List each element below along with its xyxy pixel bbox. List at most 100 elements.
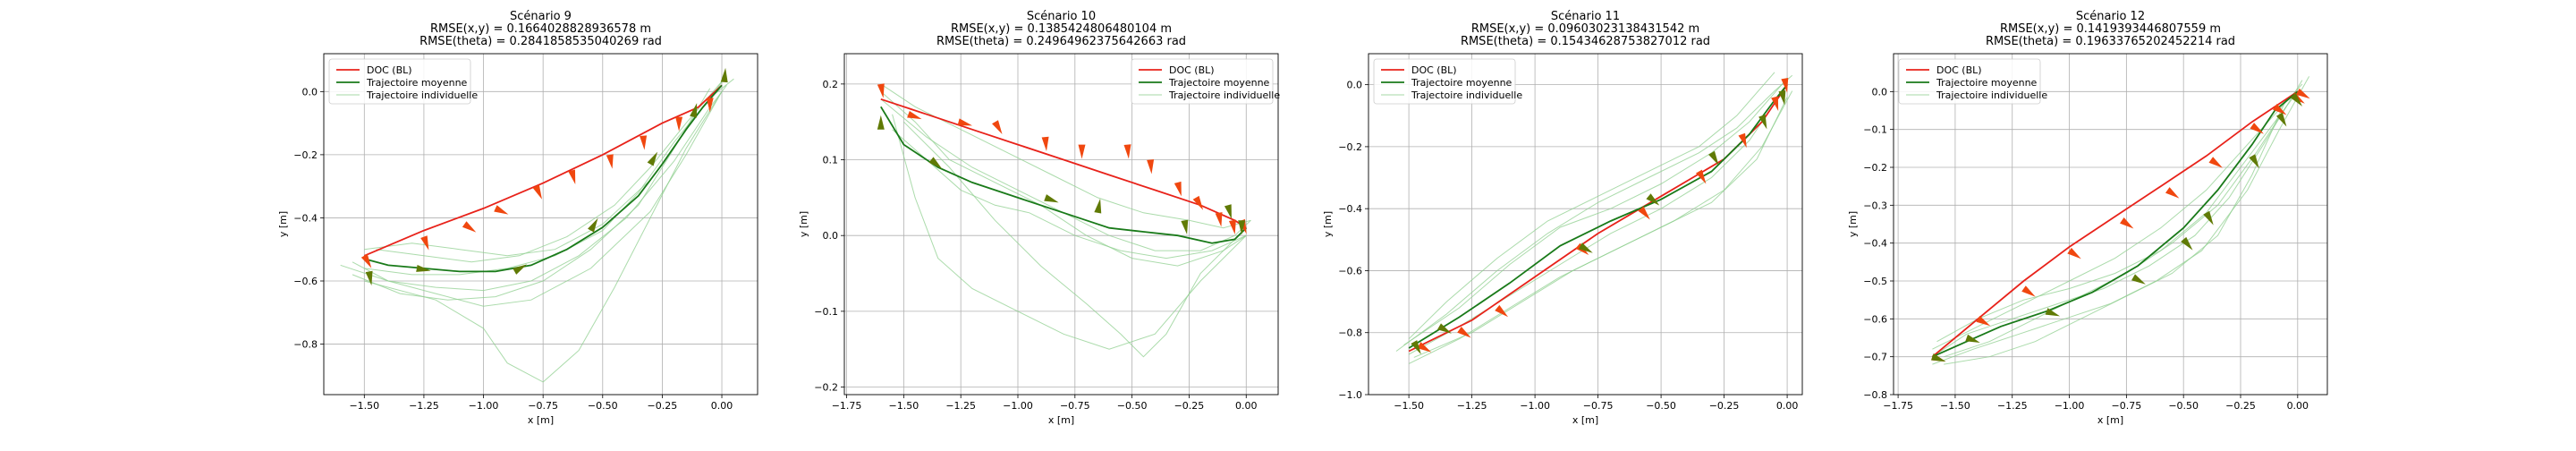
- plot-area: [340, 67, 734, 383]
- doc-orientation-arrow: [2273, 104, 2287, 115]
- individual-trajectory-line: [903, 121, 1247, 358]
- legend-box: [1373, 58, 1516, 105]
- legend-label-individual: Trajectoire individuelle: [1168, 89, 1280, 101]
- mean-trajectory-line: [1932, 90, 2299, 358]
- x-axis-label: x [m]: [1048, 414, 1074, 426]
- y-tick-label: −0.2: [293, 149, 318, 161]
- chart-panel-2: −1.75 −1.50 −1.25 −1.00 −0.75 −0.50 −0.25 0.00 0…: [798, 10, 1280, 426]
- doc-orientation-arrow: [1781, 78, 1789, 93]
- legend-label-mean: Trajectoire moyenne: [1936, 77, 2038, 89]
- axes-frame: [843, 53, 1279, 396]
- mean-orientation-arrow: [647, 151, 658, 166]
- y-tick-label: −0.6: [1338, 265, 1362, 277]
- doc-orientation-arrow: [877, 83, 885, 98]
- x-tick-label: −0.25: [648, 400, 678, 412]
- doc-orientation-arrow: [675, 116, 683, 132]
- doc-orientation-arrow: [1417, 342, 1432, 353]
- mean-orientation-arrow: [2131, 274, 2146, 285]
- individual-trajectory-line: [892, 114, 1247, 350]
- x-tick-label: −1.00: [1003, 400, 1033, 412]
- mean-orientation-arrow: [690, 103, 698, 118]
- x-axis-label: x [m]: [528, 414, 554, 426]
- y-tick-label: −0.7: [1863, 352, 1887, 363]
- mean-orientation-arrow: [1044, 194, 1059, 203]
- individual-trajectory-line: [340, 84, 727, 292]
- y-axis-label: y [m]: [1322, 211, 1334, 237]
- doc-orientation-arrow: [494, 205, 509, 215]
- individual-trajectory-line: [892, 129, 1247, 260]
- doc-orientation-arrow: [1976, 315, 1991, 327]
- individual-trajectory-line: [1944, 106, 2287, 358]
- y-tick-label: 0.2: [823, 79, 839, 90]
- chart-title-line: RMSE(theta) = 0.2841858535040269 rad: [419, 35, 662, 48]
- individual-trajectory-line: [364, 78, 734, 276]
- x-tick-label: −1.75: [1883, 400, 1913, 412]
- mean-orientation-arrow: [1437, 323, 1452, 334]
- doc-orientation-arrow: [992, 120, 1003, 135]
- individual-trajectory-line: [1403, 78, 1788, 346]
- legend-box: [328, 58, 471, 105]
- mean-orientation-arrow: [588, 217, 598, 233]
- mean-orientation-arrow: [2181, 236, 2193, 251]
- doc-trajectory-line: [363, 84, 723, 257]
- individual-trajectory-line: [376, 75, 727, 263]
- mean-orientation-arrow: [2203, 210, 2214, 226]
- legend-label-doc: DOC (BL): [1169, 64, 1215, 76]
- x-tick-label: −1.50: [1394, 400, 1424, 412]
- y-axis-label: y [m]: [1847, 211, 1859, 237]
- chart-title-line: RMSE(theta) = 0.24964962375642663 rad: [936, 35, 1186, 48]
- doc-orientation-arrow: [2208, 157, 2223, 168]
- chart-panel-3: −1.50 −1.25 −1.00 −0.75 −0.50 −0.25 0.00 0.0 −0.…: [1322, 10, 1803, 426]
- legend-label-mean: Trajectoire moyenne: [1411, 77, 1513, 89]
- doc-orientation-arrow: [1041, 136, 1049, 152]
- chart-title-line: Scénario 9: [510, 10, 572, 23]
- mean-orientation-arrow: [1758, 114, 1767, 130]
- mean-orientation-arrow: [416, 264, 431, 272]
- y-tick-label: −0.1: [1863, 124, 1887, 136]
- individual-trajectory-line: [1932, 76, 2310, 365]
- y-axis-label: y [m]: [277, 211, 289, 237]
- y-tick-label: −0.2: [1338, 141, 1362, 153]
- doc-orientation-arrow: [2120, 217, 2134, 229]
- x-tick-label: −0.50: [2168, 400, 2199, 412]
- x-tick-label: −0.75: [2112, 400, 2142, 412]
- x-tick-label: −1.00: [469, 400, 499, 412]
- y-tick-label: −0.8: [293, 339, 318, 351]
- legend-label-mean: Trajectoire moyenne: [366, 77, 468, 89]
- x-tick-label: −1.25: [945, 400, 976, 412]
- y-axis-label: y [m]: [798, 211, 809, 237]
- individual-trajectory-line: [1408, 84, 1788, 355]
- mean-orientation-arrow: [1708, 150, 1719, 166]
- legend-label-doc: DOC (BL): [1411, 64, 1457, 76]
- x-tick-label: −1.50: [889, 400, 919, 412]
- mean-orientation-arrow: [2249, 154, 2259, 169]
- legend-label-mean: Trajectoire moyenne: [1168, 77, 1270, 89]
- individual-trajectory-line: [1932, 83, 2303, 350]
- chart-title-line: RMSE(x,y) = 0.1419393446807559 m: [2000, 22, 2221, 36]
- mean-orientation-arrow: [1224, 204, 1232, 219]
- mean-orientation-arrow: [1181, 219, 1189, 235]
- chart-panel-4: −1.75 −1.50 −1.25 −1.00 −0.75 −0.50 −0.25 0.00 0…: [1847, 10, 2328, 426]
- individual-trajectory-line: [1936, 90, 2299, 343]
- legend-box: [1898, 58, 2041, 105]
- doc-orientation-arrow: [2295, 88, 2310, 99]
- chart-title-line: RMSE(x,y) = 0.1385424806480104 m: [951, 22, 1172, 36]
- x-tick-label: −1.50: [1940, 400, 1970, 412]
- doc-trajectory-line: [1931, 90, 2299, 358]
- plot-area: [1931, 76, 2310, 365]
- x-tick-label: −0.50: [1646, 400, 1676, 412]
- x-tick-label: −0.75: [1583, 400, 1614, 412]
- legend-label-doc: DOC (BL): [367, 64, 412, 76]
- y-tick-label: −0.2: [1863, 162, 1887, 174]
- doc-orientation-arrow: [2250, 123, 2264, 134]
- individual-trajectory-line: [352, 91, 723, 307]
- x-axis-label: x [m]: [1572, 414, 1598, 426]
- y-tick-label: −0.5: [1863, 276, 1887, 287]
- y-tick-label: 0.1: [823, 155, 839, 166]
- chart-title-line: RMSE(theta) = 0.19633765202452214 rad: [1986, 35, 2235, 48]
- individual-trajectory-line: [1932, 80, 2303, 358]
- doc-orientation-arrow: [1228, 219, 1236, 235]
